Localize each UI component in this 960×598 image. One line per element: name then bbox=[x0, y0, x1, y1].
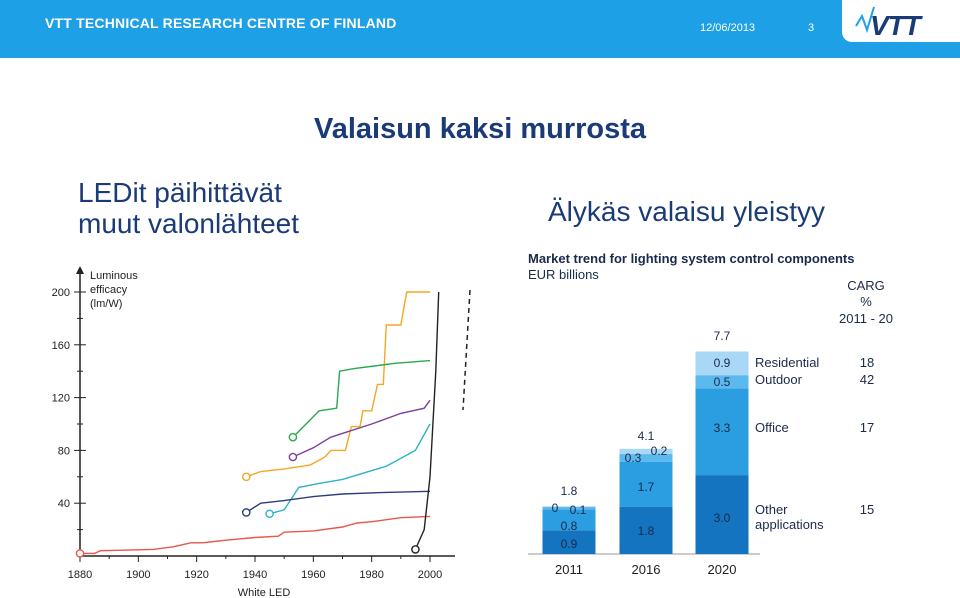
bar-chart-title: Market trend for lighting system control… bbox=[528, 251, 854, 266]
line-series bbox=[80, 515, 431, 555]
left-subtitle-line-2: muut valonlähteet bbox=[78, 208, 300, 239]
y-axis-label-line: efficacy bbox=[90, 284, 128, 296]
bar-value-label: 0.1 bbox=[570, 503, 587, 517]
date-label: 12/06/2013 bbox=[700, 22, 756, 34]
bar-segment bbox=[695, 351, 749, 376]
market-bar-chart: Market trend for lighting system control… bbox=[528, 251, 893, 577]
carg-value: 17 bbox=[860, 420, 874, 435]
bar-value-label: 1.8 bbox=[561, 484, 578, 498]
line-series bbox=[246, 291, 430, 478]
x-tick-label: 1940 bbox=[243, 569, 267, 581]
bar-segment bbox=[619, 448, 673, 455]
page-number: 3 bbox=[808, 22, 815, 34]
bar-segment bbox=[542, 509, 596, 531]
x-category-label: 2020 bbox=[708, 562, 737, 577]
line-series bbox=[292, 359, 431, 438]
bar-segment bbox=[695, 388, 749, 476]
series-start-marker bbox=[411, 545, 420, 554]
bar-value-label: 3.0 bbox=[714, 511, 731, 525]
efficacy-line-chart: 40 80 120 160 200 1880 1900 1920 1940 1960 1980 200… bbox=[52, 266, 471, 598]
series-start-marker bbox=[288, 452, 298, 462]
vtt-logo: VTT bbox=[842, 0, 960, 42]
y-axis-arrow-icon bbox=[76, 266, 84, 274]
x-tick-label: 1960 bbox=[301, 569, 325, 581]
x-tick-label: 1980 bbox=[359, 569, 383, 581]
x-tick-label: 1900 bbox=[126, 569, 150, 581]
y-tick-label: 120 bbox=[52, 393, 70, 405]
bar-value-label: 0.3 bbox=[625, 451, 642, 465]
legend-label: Other bbox=[755, 502, 788, 517]
bar-segment bbox=[542, 506, 596, 510]
carg-value: 18 bbox=[860, 355, 874, 370]
y-axis-label: Luminous efficacy (lm/W) bbox=[90, 270, 138, 310]
bar-value-label: 7.7 bbox=[714, 329, 731, 343]
bar-segment bbox=[619, 506, 673, 554]
left-subtitle-line-1: LEDit päihittävät bbox=[78, 177, 282, 208]
bar-value-label: 1.8 bbox=[638, 524, 655, 538]
bar-segment bbox=[619, 454, 673, 462]
dashed-boundary-line bbox=[462, 289, 471, 411]
x-tick-label: 2000 bbox=[418, 569, 442, 581]
left-subtitle: LEDit päihittävät muut valonlähteet bbox=[78, 177, 378, 239]
bar-chart-subtitle: EUR billions bbox=[528, 267, 599, 282]
bar-value-label: 1.7 bbox=[638, 480, 655, 494]
y-tick-label: 200 bbox=[52, 287, 70, 299]
x-category-label: 2011 bbox=[555, 562, 583, 577]
series-start-marker bbox=[288, 432, 298, 442]
right-subtitle: Älykäs valaisu yleistyy bbox=[548, 196, 825, 227]
bar-value-label: 0.2 bbox=[651, 444, 668, 458]
bar-value-label: 0.9 bbox=[561, 537, 578, 551]
line-series bbox=[292, 399, 431, 458]
header-bar: VTT TECHNICAL RESEARCH CENTRE OF FINLAND… bbox=[0, 0, 960, 58]
bar-value-label: 0.8 bbox=[561, 519, 578, 533]
line-series bbox=[414, 291, 440, 550]
series-start-marker bbox=[265, 509, 274, 519]
carg-value: 15 bbox=[860, 502, 874, 517]
slide-title: Valaisun kaksi murrosta bbox=[313, 113, 647, 145]
organization-name: VTT TECHNICAL RESEARCH CENTRE OF FINLAND bbox=[45, 15, 397, 31]
white-led-annotation: White LED bbox=[238, 587, 291, 598]
bar-segment bbox=[695, 375, 749, 389]
y-tick-label: 160 bbox=[52, 340, 70, 352]
carg-unit: % bbox=[860, 294, 872, 309]
series-start-marker bbox=[241, 472, 251, 482]
carg-header: CARG bbox=[847, 278, 885, 293]
logo-wave-icon bbox=[855, 6, 875, 34]
bar-segment bbox=[542, 530, 596, 554]
carg-period: 2011 - 20 bbox=[839, 311, 893, 326]
x-tick-label: 1920 bbox=[184, 569, 208, 581]
legend-label: Outdoor bbox=[755, 372, 803, 387]
bar-value-label: 0 bbox=[552, 501, 559, 515]
legend-label: applications bbox=[755, 517, 824, 532]
line-series bbox=[269, 423, 431, 515]
line-series bbox=[245, 490, 431, 513]
bar-value-label: 0.5 bbox=[714, 375, 731, 389]
series-start-marker bbox=[241, 508, 251, 517]
y-axis-label-line: Luminous bbox=[90, 270, 138, 282]
bar-value-label: 4.1 bbox=[638, 429, 655, 443]
legend-label: Residential bbox=[755, 355, 819, 370]
bar-segment bbox=[619, 461, 673, 507]
series-start-marker bbox=[75, 549, 85, 558]
legend-label: Office bbox=[755, 420, 789, 435]
y-tick-label: 40 bbox=[58, 498, 70, 510]
carg-value: 42 bbox=[860, 372, 874, 387]
y-axis-label-line: (lm/W) bbox=[90, 298, 122, 310]
x-tick-label: 1880 bbox=[68, 569, 92, 581]
y-tick-label: 80 bbox=[58, 445, 70, 457]
bar-value-label: 3.3 bbox=[714, 421, 731, 435]
x-category-label: 2016 bbox=[632, 562, 661, 577]
logo-text: VTT bbox=[870, 10, 924, 41]
bar-value-label: 0.9 bbox=[714, 356, 731, 370]
bar-segment bbox=[695, 475, 749, 554]
